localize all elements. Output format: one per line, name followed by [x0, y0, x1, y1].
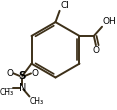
Text: S: S: [18, 71, 26, 81]
Text: OH: OH: [103, 17, 116, 26]
Text: Cl: Cl: [60, 1, 69, 10]
Text: O: O: [31, 69, 38, 78]
Text: O: O: [93, 46, 100, 55]
Text: —: —: [5, 85, 13, 91]
Text: CH₃: CH₃: [30, 97, 44, 106]
Text: CH₃: CH₃: [0, 88, 14, 97]
Text: O: O: [6, 69, 13, 78]
Text: N: N: [19, 83, 26, 93]
